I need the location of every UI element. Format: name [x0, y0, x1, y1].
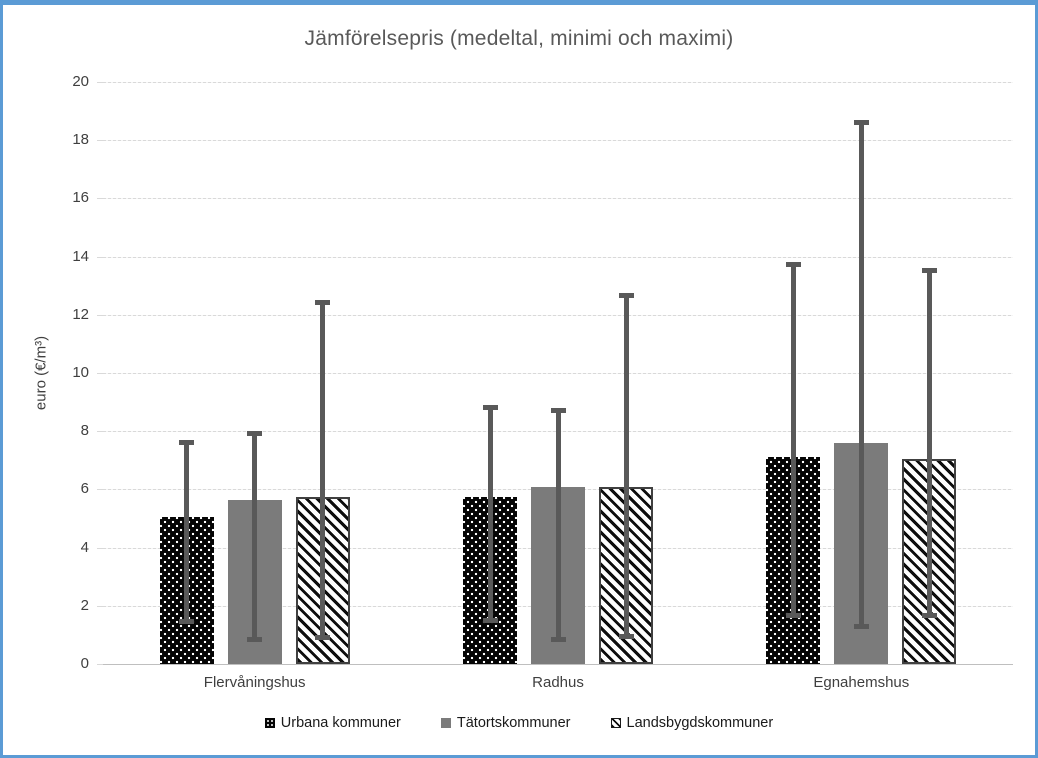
error-bar-line — [790, 262, 796, 618]
y-tick-label: 16 — [72, 189, 89, 207]
error-bar-line — [858, 119, 864, 628]
legend: Urbana kommuner Tätortskommuner Landsbygds… — [3, 715, 1035, 731]
y-axis-tick — [97, 140, 103, 142]
error-bar-max-cap — [179, 439, 195, 445]
chart-title: Jämförelsepris (medeltal, minimi och max… — [304, 27, 734, 50]
error-bar-min-cap — [618, 633, 634, 639]
error-bar-max-cap — [315, 300, 331, 306]
legend-item-landsbygdskommuner: Landsbygdskommuner — [610, 715, 774, 731]
y-axis-tick — [97, 198, 103, 200]
y-axis-tick — [97, 82, 103, 83]
gridline — [103, 373, 1013, 374]
legend-swatch-icon — [264, 718, 275, 728]
gridline — [103, 82, 1013, 83]
error-bar-min-cap — [315, 635, 331, 641]
error-bar-max-cap — [247, 431, 263, 437]
error-bar-min-cap — [785, 613, 801, 619]
y-tick-label: 0 — [80, 655, 89, 672]
gridline — [103, 314, 1013, 316]
legend-item-tätortskommuner: Tätortskommuner — [440, 715, 571, 731]
y-tick-label: 12 — [72, 305, 89, 323]
legend-label: Landsbygdskommuner — [626, 715, 774, 731]
error-bar-line — [926, 268, 932, 618]
y-tick-label: 20 — [72, 73, 89, 90]
y-axis-tick — [97, 431, 103, 433]
y-tick-label: 6 — [80, 480, 89, 498]
error-bar-min-cap — [853, 623, 869, 629]
gridline — [103, 256, 1013, 258]
y-tick-label: 14 — [72, 247, 89, 265]
y-tick-label: 8 — [80, 422, 89, 440]
error-bar-min-cap — [179, 619, 195, 625]
error-bar-line — [623, 292, 629, 638]
x-category-label: Egnahemshus — [813, 674, 910, 691]
y-tick-label: 10 — [72, 364, 89, 381]
error-bar-max-cap — [618, 292, 634, 298]
legend-label: Tätortskommuner — [456, 715, 571, 731]
error-bar-line — [320, 300, 326, 640]
y-axis-tick — [97, 373, 103, 374]
y-axis-tick — [97, 489, 103, 491]
y-axis-tick — [97, 256, 103, 258]
legend-swatch-icon — [610, 718, 621, 728]
x-category-label: Radhus — [532, 674, 584, 691]
error-bar-line — [555, 407, 561, 641]
y-axis-tick — [97, 605, 103, 607]
error-bar-min-cap — [921, 613, 937, 619]
y-axis-tick-labels: 0 2 4 6 8 10 12 14 16 18 20 — [3, 5, 97, 755]
error-bar-line — [252, 431, 258, 641]
legend-label: Urbana kommuner — [280, 715, 401, 731]
legend-swatch-icon — [440, 718, 451, 728]
gridline — [103, 198, 1013, 200]
gridline — [103, 140, 1013, 142]
error-bar-max-cap — [853, 119, 869, 125]
x-category-label: Flervåningshus — [203, 674, 306, 691]
y-axis-tick — [97, 664, 103, 665]
error-bar-min-cap — [247, 636, 263, 642]
legend-item-urbana-kommuner: Urbana kommuner — [264, 715, 401, 731]
error-bar-min-cap — [550, 636, 566, 642]
error-bar-max-cap — [550, 407, 566, 413]
y-axis-tick — [97, 547, 103, 549]
y-tick-label: 2 — [80, 596, 89, 614]
y-tick-label: 18 — [72, 131, 89, 149]
x-axis-line — [103, 664, 1013, 665]
error-bar-max-cap — [785, 262, 801, 268]
error-bar-line — [184, 439, 190, 624]
plot-area — [97, 82, 1013, 665]
error-bar-line — [487, 405, 493, 622]
error-bar-max-cap — [482, 405, 498, 410]
error-bar-min-cap — [482, 617, 498, 623]
error-bar-max-cap — [921, 268, 937, 274]
y-tick-label: 4 — [80, 538, 89, 556]
y-axis-tick — [97, 314, 103, 316]
x-axis-category-labels: Flervåningshus Radhus Egnahemshus — [103, 674, 1013, 691]
